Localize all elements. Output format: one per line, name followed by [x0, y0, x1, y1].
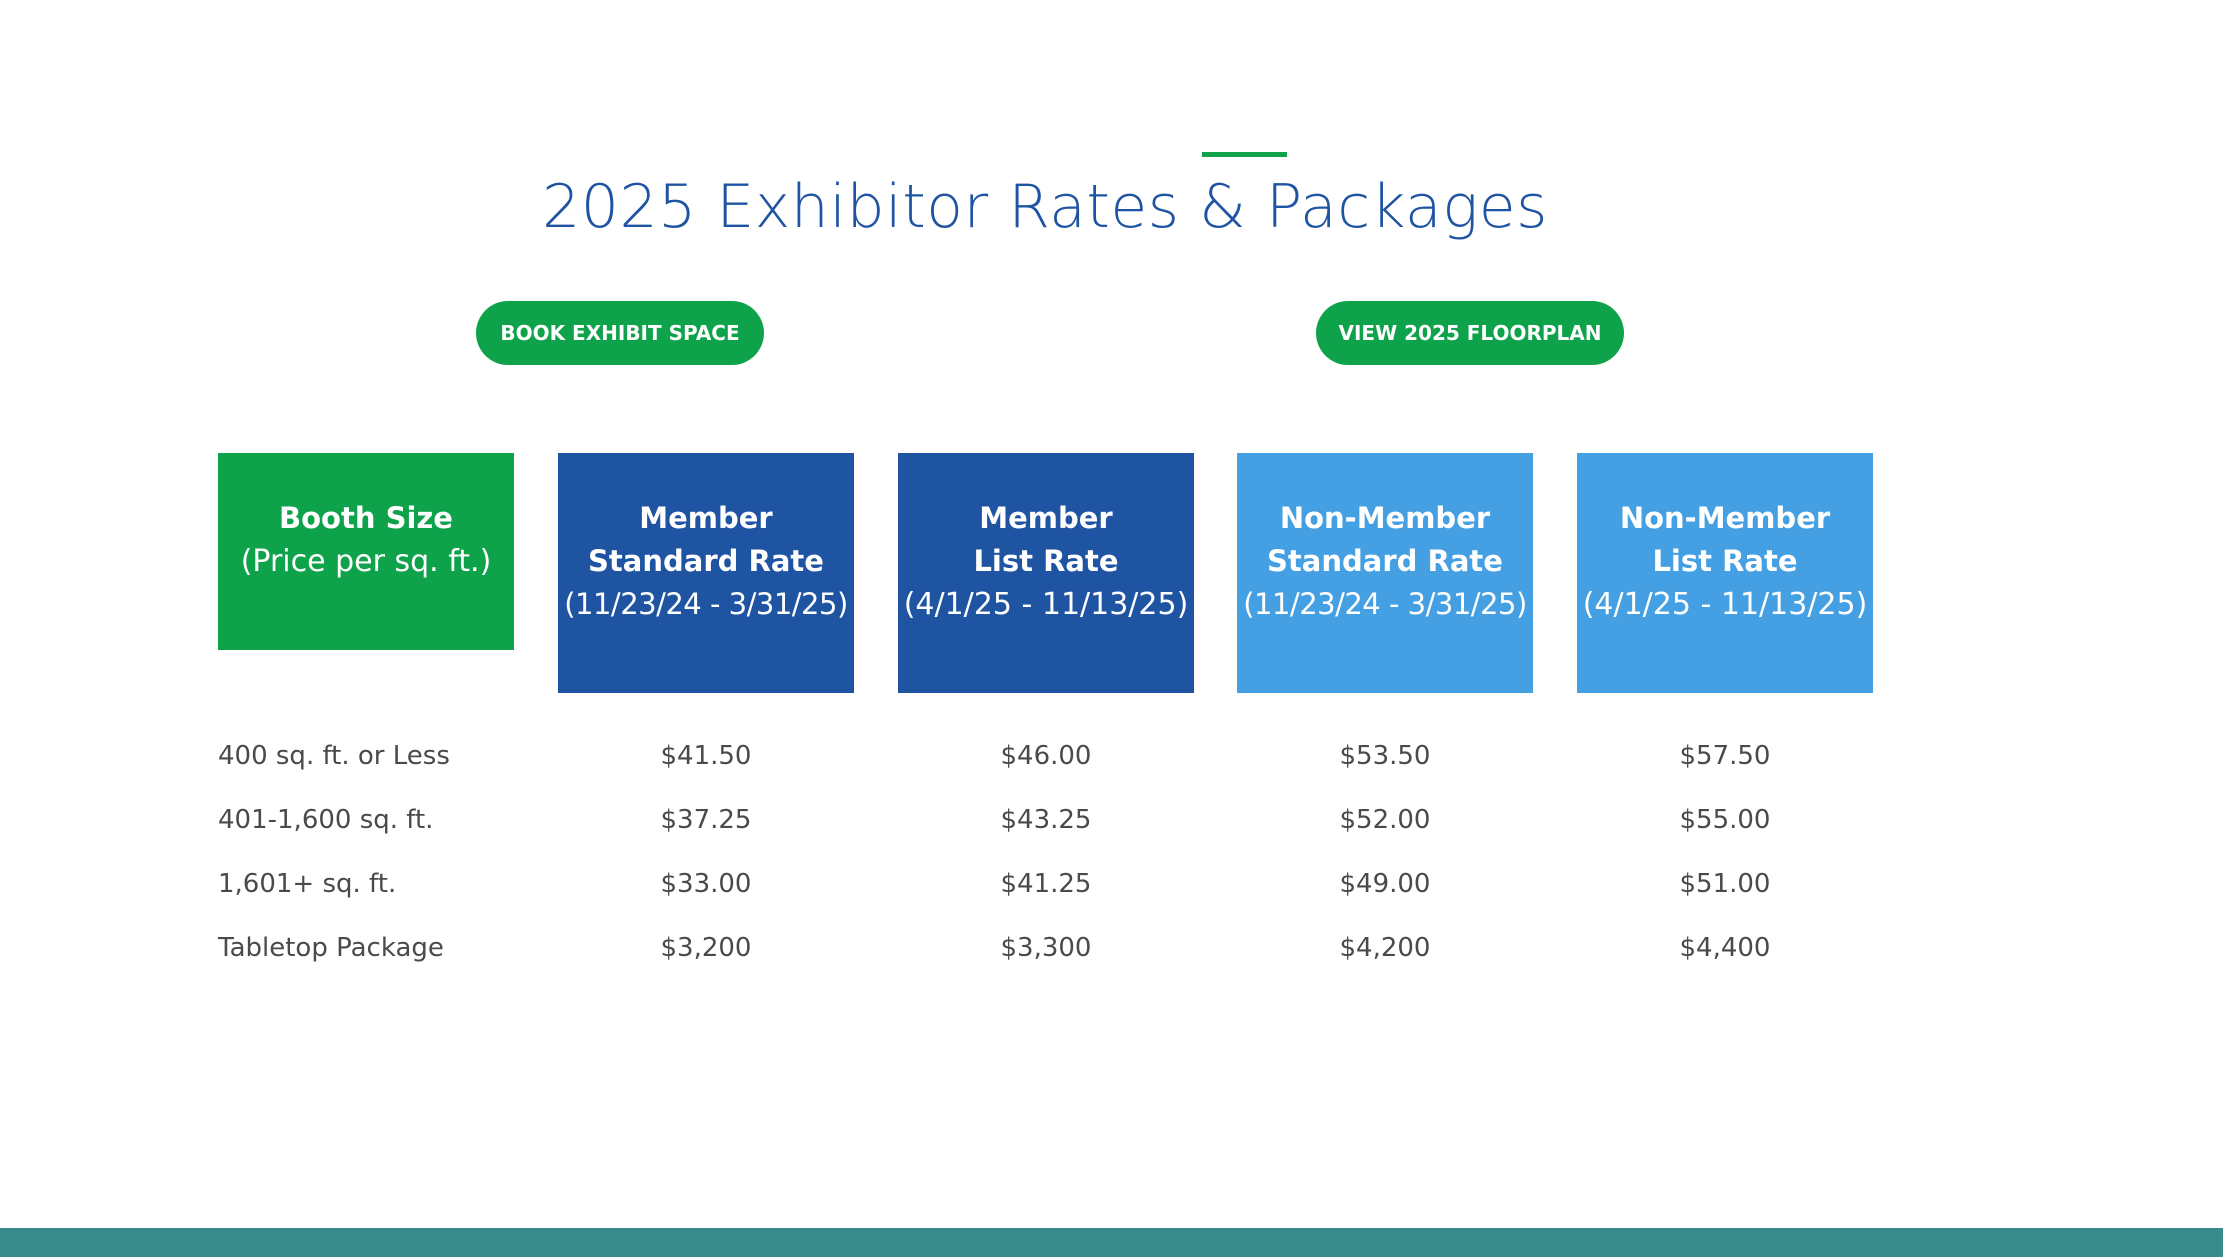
row-label: 1,601+ sq. ft.: [218, 869, 397, 899]
rate-value: $33.00: [660, 869, 752, 899]
header-nonmember-standard-dates: (11/23/24 - 3/31/25): [1243, 587, 1527, 621]
rate-value: $4,200: [1339, 933, 1431, 963]
rate-value: $46.00: [1000, 741, 1092, 771]
rate-value: $53.50: [1339, 741, 1431, 771]
title-accent-bar: [1202, 152, 1287, 157]
header-nonmember-list-line1: Non-Member: [1619, 501, 1831, 535]
rate-value: $51.00: [1679, 869, 1771, 899]
row-label: Tabletop Package: [218, 933, 444, 963]
rate-value: $37.25: [660, 805, 752, 835]
header-nonmember-list-line2: List Rate: [1652, 544, 1798, 578]
footer-bar: [0, 1228, 2223, 1257]
rate-value: $4,400: [1679, 933, 1771, 963]
header-member-standard-dates: (11/23/24 - 3/31/25): [564, 587, 848, 621]
header-nonmember-list-rate: Non-Member List Rate (4/1/25 - 11/13/25): [1577, 453, 1873, 693]
header-member-list-rate: Member List Rate (4/1/25 - 11/13/25): [898, 453, 1194, 693]
row-label: 401-1,600 sq. ft.: [218, 805, 434, 835]
table-row: 400 sq. ft. or Less $41.50 $46.00 $53.50…: [0, 736, 2223, 776]
header-booth-size: Booth Size (Price per sq. ft.): [218, 453, 514, 650]
header-nonmember-standard-line1: Non-Member: [1279, 501, 1491, 535]
table-row: Tabletop Package $3,200 $3,300 $4,200 $4…: [0, 928, 2223, 968]
header-booth-size-title: Booth Size: [279, 501, 453, 535]
header-nonmember-standard-rate: Non-Member Standard Rate (11/23/24 - 3/3…: [1237, 453, 1533, 693]
page-title: 2025 Exhibitor Rates & Packages: [542, 172, 1548, 242]
rate-value: $43.25: [1000, 805, 1092, 835]
rate-value: $57.50: [1679, 741, 1771, 771]
table-row: 1,601+ sq. ft. $33.00 $41.25 $49.00 $51.…: [0, 864, 2223, 904]
rate-value: $55.00: [1679, 805, 1771, 835]
header-member-standard-line1: Member: [639, 501, 773, 535]
view-floorplan-button[interactable]: VIEW 2025 FLOORPLAN: [1316, 301, 1624, 365]
header-member-list-line1: Member: [979, 501, 1113, 535]
header-member-list-dates: (4/1/25 - 11/13/25): [903, 587, 1189, 622]
header-nonmember-standard-line2: Standard Rate: [1267, 544, 1503, 578]
table-row: 401-1,600 sq. ft. $37.25 $43.25 $52.00 $…: [0, 800, 2223, 840]
book-exhibit-space-button[interactable]: BOOK EXHIBIT SPACE: [476, 301, 764, 365]
header-member-list-line2: List Rate: [973, 544, 1119, 578]
header-booth-size-subtitle: (Price per sq. ft.): [240, 544, 492, 579]
rate-value: $41.50: [660, 741, 752, 771]
header-member-standard-line2: Standard Rate: [588, 544, 824, 578]
rate-value: $52.00: [1339, 805, 1431, 835]
rate-value: $41.25: [1000, 869, 1092, 899]
header-member-standard-rate: Member Standard Rate (11/23/24 - 3/31/25…: [558, 453, 854, 693]
row-label: 400 sq. ft. or Less: [218, 741, 450, 771]
rate-value: $49.00: [1339, 869, 1431, 899]
header-nonmember-list-dates: (4/1/25 - 11/13/25): [1582, 587, 1868, 622]
rate-value: $3,200: [660, 933, 752, 963]
rate-value: $3,300: [1000, 933, 1092, 963]
